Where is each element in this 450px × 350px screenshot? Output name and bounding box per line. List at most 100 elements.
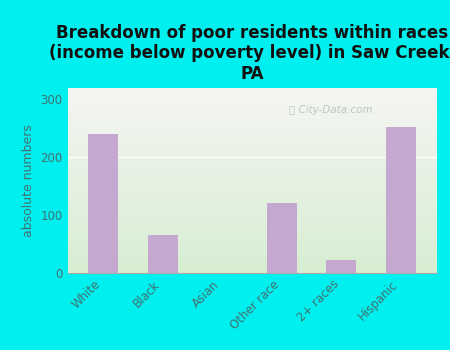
Bar — [68, 139, 436, 140]
Bar — [68, 266, 436, 267]
Bar — [68, 165, 436, 166]
Bar — [68, 97, 436, 98]
Bar — [68, 146, 436, 147]
Title: Breakdown of poor residents within races
(income below poverty level) in Saw Cre: Breakdown of poor residents within races… — [49, 23, 450, 83]
Bar — [68, 206, 436, 207]
Bar — [68, 265, 436, 266]
Bar — [68, 205, 436, 206]
Bar — [68, 164, 436, 165]
Bar — [68, 198, 436, 199]
Bar — [68, 237, 436, 238]
Bar — [68, 129, 436, 130]
Bar — [68, 93, 436, 94]
Bar — [68, 120, 436, 121]
Bar — [68, 176, 436, 177]
Bar — [68, 220, 436, 221]
Bar — [68, 166, 436, 167]
Bar — [68, 123, 436, 124]
Bar — [68, 150, 436, 151]
Bar — [68, 182, 436, 183]
Bar — [68, 194, 436, 195]
Bar — [68, 113, 436, 114]
Bar — [68, 138, 436, 139]
Bar — [68, 179, 436, 180]
Bar — [68, 163, 436, 164]
Bar — [68, 232, 436, 233]
Bar — [68, 227, 436, 228]
Bar — [68, 270, 436, 271]
Bar — [68, 240, 436, 241]
Bar — [68, 101, 436, 102]
Bar — [68, 272, 436, 273]
Bar — [68, 248, 436, 249]
Bar — [68, 185, 436, 186]
Bar — [68, 90, 436, 91]
Bar — [68, 175, 436, 176]
Bar — [68, 180, 436, 181]
Bar — [68, 207, 436, 208]
Bar — [68, 235, 436, 236]
Bar — [68, 160, 436, 161]
Bar — [68, 231, 436, 232]
Bar — [68, 197, 436, 198]
Bar — [68, 130, 436, 131]
Bar — [68, 118, 436, 119]
Bar — [68, 236, 436, 237]
Text: ⓘ City-Data.com: ⓘ City-Data.com — [289, 105, 373, 115]
Bar — [68, 103, 436, 104]
Bar — [68, 178, 436, 179]
Bar — [68, 154, 436, 155]
Bar — [68, 243, 436, 244]
Bar — [68, 219, 436, 220]
Bar — [68, 170, 436, 171]
Bar — [68, 153, 436, 154]
Bar — [68, 100, 436, 101]
Bar — [68, 226, 436, 227]
Bar — [386, 127, 416, 273]
Bar — [68, 181, 436, 182]
Bar — [68, 264, 436, 265]
Bar — [68, 258, 436, 259]
Bar — [68, 111, 436, 112]
Bar — [68, 142, 436, 143]
Bar — [68, 128, 436, 129]
Bar — [68, 155, 436, 156]
Bar — [68, 204, 436, 205]
Bar — [68, 174, 436, 175]
Bar — [68, 147, 436, 148]
Bar — [68, 114, 436, 115]
Bar — [68, 212, 436, 213]
Bar — [68, 253, 436, 254]
Bar — [68, 168, 436, 169]
Bar — [267, 203, 297, 273]
Bar — [68, 228, 436, 229]
Bar — [68, 149, 436, 150]
Bar — [68, 223, 436, 224]
Bar — [68, 117, 436, 118]
Bar — [68, 267, 436, 268]
Bar — [148, 235, 178, 273]
Bar — [68, 167, 436, 168]
Bar — [68, 107, 436, 108]
Bar — [68, 201, 436, 202]
Bar — [68, 157, 436, 158]
Bar — [68, 195, 436, 196]
Bar — [68, 263, 436, 264]
Bar — [68, 271, 436, 272]
Bar — [68, 144, 436, 145]
Bar — [68, 136, 436, 137]
Bar — [68, 261, 436, 262]
Bar — [68, 94, 436, 95]
Bar — [68, 127, 436, 128]
Bar — [68, 200, 436, 201]
Bar — [68, 126, 436, 127]
Bar — [68, 104, 436, 105]
Bar — [68, 214, 436, 215]
Bar — [68, 133, 436, 134]
Bar — [68, 119, 436, 120]
Bar — [68, 203, 436, 204]
Bar — [68, 186, 436, 187]
Bar — [68, 152, 436, 153]
Bar — [68, 134, 436, 135]
Bar — [68, 95, 436, 96]
